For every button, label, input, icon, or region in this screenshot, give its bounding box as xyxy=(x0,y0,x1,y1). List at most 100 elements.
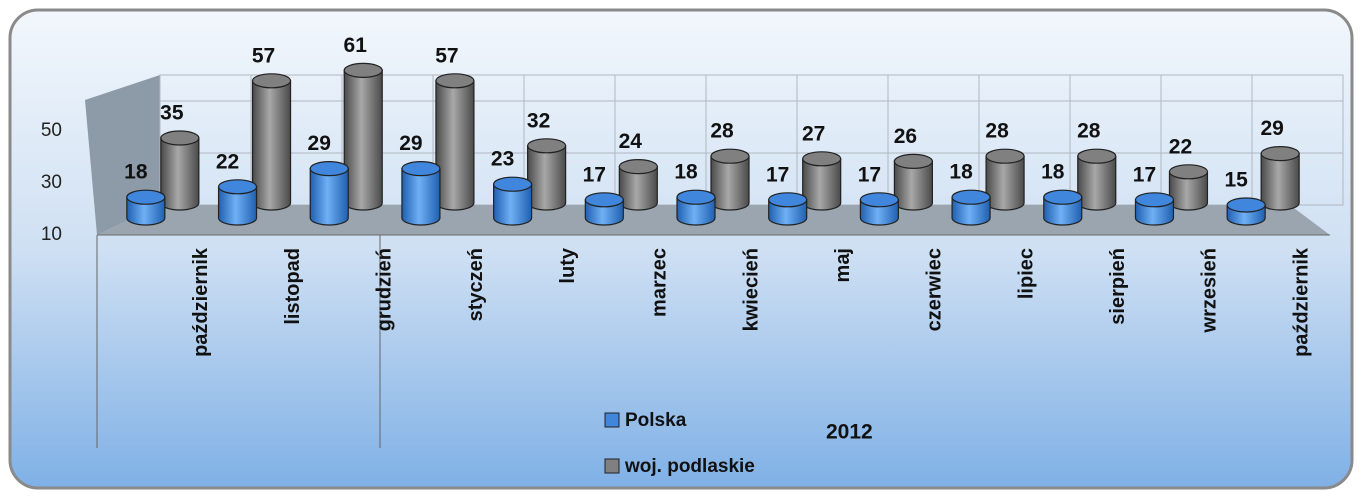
legend-swatch xyxy=(604,412,620,428)
cylinder-body xyxy=(309,168,349,226)
data-label: 15 xyxy=(1224,169,1248,192)
cylinder xyxy=(710,148,750,211)
data-label: 17 xyxy=(1133,163,1156,186)
cylinder-top xyxy=(251,73,292,89)
data-label: 18 xyxy=(674,161,698,184)
cylinder xyxy=(160,130,200,211)
cylinder-body xyxy=(710,155,750,211)
data-label: 28 xyxy=(710,120,734,143)
cylinder xyxy=(343,62,383,211)
x-tick-label: październik xyxy=(190,247,212,357)
data-label: 29 xyxy=(308,132,331,155)
cylinder-body xyxy=(1077,155,1117,211)
x-tick-label: listopad xyxy=(282,248,304,325)
data-label: 18 xyxy=(124,161,148,184)
cylinder-top xyxy=(435,73,475,89)
cylinder-top xyxy=(401,161,441,177)
cylinder-top xyxy=(1260,146,1300,162)
cylinder xyxy=(401,161,441,226)
cylinder-top xyxy=(309,161,349,177)
cylinder xyxy=(584,192,624,226)
cylinder xyxy=(1260,146,1300,211)
data-label: 26 xyxy=(894,125,917,148)
data-label: 23 xyxy=(491,148,514,171)
legend-label: Polska xyxy=(625,410,687,431)
cylinder-body xyxy=(527,145,567,211)
data-label: 22 xyxy=(1169,135,1192,158)
cylinder xyxy=(985,148,1025,211)
cylinder-body xyxy=(1043,196,1083,226)
y-tick-label: 10 xyxy=(41,224,62,245)
data-label: 28 xyxy=(985,120,1009,143)
cylinder-top xyxy=(1134,192,1175,208)
x-tick-label: grudzień xyxy=(374,248,396,331)
x-tick-label: maj xyxy=(832,248,854,282)
cylinder xyxy=(859,192,899,226)
data-label: 57 xyxy=(252,44,275,67)
cylinder-body xyxy=(251,80,292,211)
x-tick-label: lipiec xyxy=(1015,248,1037,299)
data-label: 57 xyxy=(435,44,458,67)
cylinder xyxy=(309,161,349,226)
x-tick-label: marzec xyxy=(649,248,671,317)
x-tick-label: kwiecień xyxy=(740,248,762,331)
y-tick-label: 50 xyxy=(41,120,62,141)
cylinder-top xyxy=(893,153,933,169)
x-tick-label: wrzesień xyxy=(1199,248,1221,333)
data-label: 18 xyxy=(1041,161,1065,184)
cylinder xyxy=(1168,164,1209,211)
cylinder xyxy=(435,73,475,211)
x-tick-label: sierpień xyxy=(1107,248,1129,325)
cylinder-top xyxy=(1077,148,1117,164)
data-label: 32 xyxy=(527,109,550,132)
cylinder-top xyxy=(1043,189,1083,205)
cylinder-body xyxy=(676,196,716,226)
cylinder xyxy=(251,73,292,211)
cylinder-top xyxy=(1226,197,1266,213)
cylinder xyxy=(951,189,991,226)
data-label: 18 xyxy=(949,161,973,184)
data-label: 35 xyxy=(160,102,184,125)
cylinder-top xyxy=(584,192,624,208)
x-tick-label: styczeń xyxy=(465,248,487,321)
cylinder-top xyxy=(493,176,533,192)
cylinder-top xyxy=(1168,164,1209,180)
cylinder-body xyxy=(951,196,991,226)
x-tick-label: październik xyxy=(1290,247,1312,357)
cylinder-top xyxy=(676,189,716,205)
cylinder-top xyxy=(160,130,200,146)
cylinder xyxy=(1043,189,1083,226)
cylinder xyxy=(493,176,533,226)
data-label: 17 xyxy=(858,163,881,186)
cylinder-body xyxy=(343,69,383,211)
cylinder-body xyxy=(802,158,842,211)
data-label: 17 xyxy=(583,163,606,186)
cylinder xyxy=(768,192,808,226)
legend-label: woj. podlaskie xyxy=(624,456,755,477)
data-label: 22 xyxy=(216,150,239,173)
data-label: 28 xyxy=(1077,120,1101,143)
cylinder-top xyxy=(343,62,383,79)
data-label: 24 xyxy=(619,130,643,153)
cylinder-top xyxy=(985,148,1025,164)
y-tick-label: 30 xyxy=(41,172,62,193)
cylinder-top xyxy=(217,179,258,195)
data-label: 27 xyxy=(802,122,825,145)
cylinder-body xyxy=(493,183,533,226)
cylinder-top xyxy=(802,151,842,167)
data-label: 61 xyxy=(344,34,368,57)
cylinder xyxy=(893,153,933,211)
annotation: 2012 xyxy=(826,421,873,444)
cylinder-body xyxy=(435,80,475,211)
cylinder-top xyxy=(859,192,899,208)
cylinder xyxy=(126,189,166,226)
cylinder xyxy=(618,159,658,211)
cylinder-top xyxy=(768,192,808,208)
cylinder-top xyxy=(951,189,991,205)
cylinder-top xyxy=(618,159,658,175)
cylinder-body xyxy=(401,168,441,226)
cylinder-top xyxy=(527,138,567,154)
cylinder xyxy=(1226,197,1266,226)
cylinder xyxy=(802,151,842,211)
